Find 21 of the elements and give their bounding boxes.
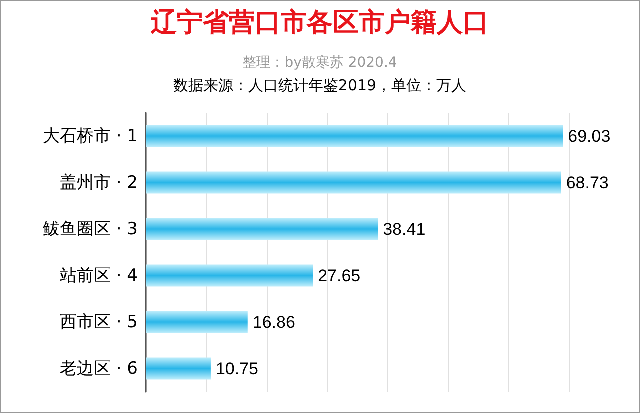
source-note: 数据来源：人口统计年鉴2019，单位：万人 [173, 76, 467, 94]
data-label: 27.65 [318, 266, 361, 286]
data-label: 69.03 [568, 126, 611, 146]
y-tick-label: 盖州市 · 2 [60, 172, 138, 193]
y-tick-label: 西市区 · 5 [60, 312, 138, 332]
y-tick-label: 站前区 · 4 [60, 266, 138, 286]
bar [146, 172, 562, 194]
data-label: 38.41 [383, 220, 426, 239]
bar [146, 311, 248, 334]
bar [146, 264, 314, 287]
y-tick-label: 大石桥市 · 1 [42, 126, 138, 146]
chart-subtitle: 整理：by散寒苏 2020.4 [242, 55, 398, 71]
bar [146, 358, 211, 380]
bar [146, 218, 378, 240]
data-label: 10.75 [216, 359, 259, 378]
chart-title: 辽宁省营口市各区市户籍人口 [150, 8, 489, 38]
y-tick-label: 鲅鱼圈区 · 3 [42, 219, 138, 240]
data-label: 68.73 [566, 173, 609, 192]
bar [146, 125, 564, 148]
y-tick-label: 老边区 · 6 [60, 358, 138, 379]
data-label: 16.86 [252, 312, 296, 332]
